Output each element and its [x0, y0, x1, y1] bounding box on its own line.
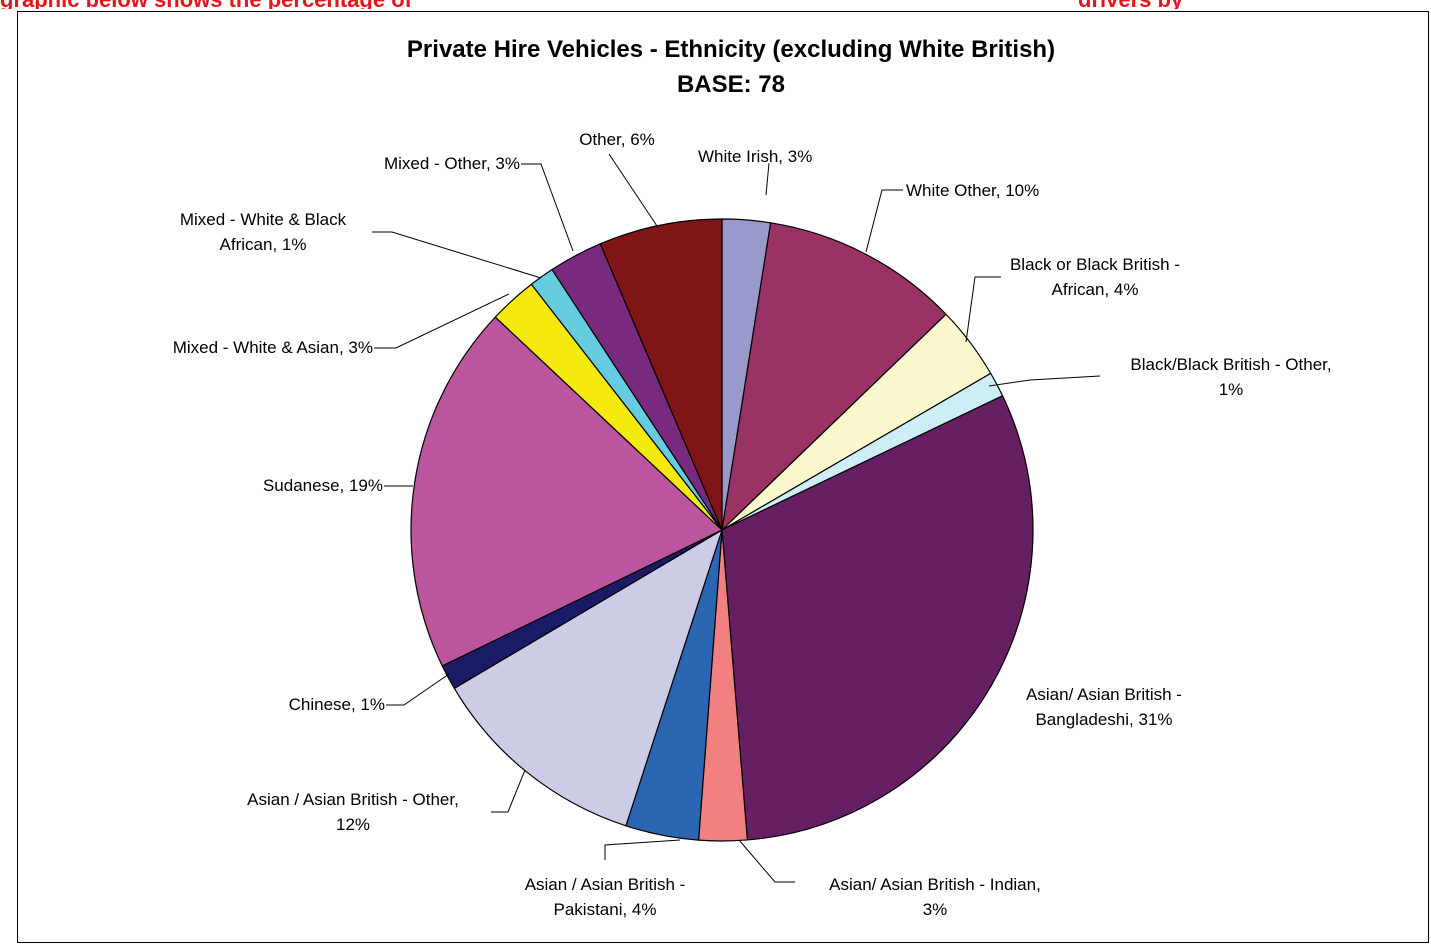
slice-label: Sudanese, 19% — [263, 476, 383, 495]
top-banner: graphic below shows the percentage of dr… — [0, 0, 1431, 9]
leader-line — [738, 839, 795, 883]
slice-label: Black/Black British - Other, 1% — [1130, 355, 1331, 399]
leader-line — [386, 673, 450, 706]
leader-line — [765, 162, 770, 196]
slice-labels: White Irish, 3% White Other, 10% Black or … — [173, 130, 1332, 919]
slice-label: Asian / Asian British - Other, 12% — [247, 790, 459, 834]
pie-slice — [721, 222, 947, 531]
leader-line — [604, 839, 681, 860]
leader-line — [374, 293, 510, 349]
pie-slices — [410, 218, 1034, 842]
slice-label: Chinese, 1% — [289, 695, 385, 714]
pie-slice — [410, 316, 723, 667]
leader-line — [521, 163, 574, 252]
slice-label: White Other, 10% — [906, 181, 1039, 200]
slice-label: Asian/ Asian British - Indian, 3% — [829, 875, 1041, 919]
banner-right-text: drivers by — [1078, 0, 1183, 9]
slice-label: Asian/ Asian British -Bangladeshi, 31% — [1026, 685, 1182, 729]
leader-line — [865, 189, 903, 253]
banner-left-text: graphic below shows the percentage of — [0, 0, 412, 9]
leader-line — [988, 375, 1101, 387]
leader-line — [372, 231, 542, 279]
leader-lines — [372, 153, 1101, 883]
slice-label: Mixed - White & Black African, 1% — [180, 210, 347, 254]
chart-title: Private Hire Vehicles - Ethnicity (exclu… — [407, 36, 1055, 63]
chart-subtitle: BASE: 78 — [677, 71, 785, 98]
slice-label: White Irish, 3% — [698, 147, 812, 166]
slice-label: Asian / Asian British -Pakistani, 4% — [525, 875, 686, 919]
leader-line — [965, 276, 1001, 343]
slice-label: Other, 6% — [579, 130, 655, 149]
leader-line — [491, 769, 526, 813]
pie-slice — [453, 529, 723, 827]
slice-label: Black or Black British -African, 4% — [1010, 255, 1180, 299]
leader-line — [608, 153, 658, 227]
pie-slice — [599, 218, 723, 531]
pie-slice — [721, 395, 1034, 841]
slice-label: Mixed - Other, 3% — [384, 154, 520, 173]
slice-label: Mixed - White & Asian, 3% — [173, 338, 373, 357]
